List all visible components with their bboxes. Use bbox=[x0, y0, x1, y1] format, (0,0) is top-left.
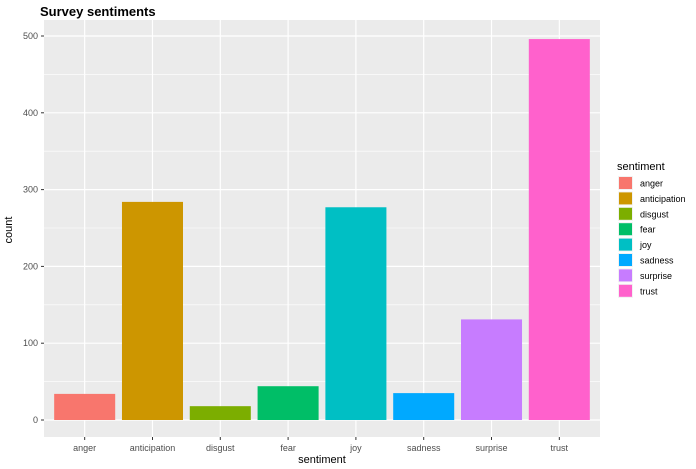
legend-title: sentiment bbox=[617, 161, 665, 173]
legend-label-trust: trust bbox=[640, 286, 658, 296]
bar-anger bbox=[54, 393, 116, 420]
legend-swatch-disgust bbox=[619, 207, 632, 220]
bar-anticipation bbox=[121, 201, 183, 420]
x-tick-label: fear bbox=[280, 443, 296, 453]
y-tick-label: 0 bbox=[33, 415, 38, 425]
y-axis-title: count bbox=[3, 217, 15, 244]
bar-surprise bbox=[461, 319, 523, 420]
x-tick-label: surprise bbox=[476, 443, 508, 453]
x-tick-label: anger bbox=[73, 443, 96, 453]
legend-swatch-sadness bbox=[619, 254, 632, 266]
legend-label-fear: fear bbox=[640, 225, 656, 235]
bars bbox=[54, 39, 590, 421]
bar-fear bbox=[257, 386, 319, 420]
legend-swatch-joy bbox=[619, 238, 632, 251]
y-tick-label: 500 bbox=[23, 31, 38, 41]
legend-swatch-anger bbox=[619, 177, 632, 189]
legend-swatch-trust bbox=[619, 284, 632, 297]
legend-label-anger: anger bbox=[640, 179, 663, 189]
x-tick-label: trust bbox=[551, 443, 569, 453]
y-tick-label: 400 bbox=[23, 108, 38, 118]
bar-sadness bbox=[393, 393, 455, 420]
legend-label-joy: joy bbox=[639, 240, 652, 250]
x-tick-label: joy bbox=[349, 443, 362, 453]
legend-label-sadness: sadness bbox=[640, 256, 674, 266]
legend-label-disgust: disgust bbox=[640, 209, 669, 219]
legend: sentiment anger anticipation disgust fear jo… bbox=[617, 161, 686, 298]
chart-title: Survey sentiments bbox=[40, 4, 156, 19]
y-axis-ticks: 0 100 200 300 400 500 bbox=[23, 31, 44, 425]
x-tick-label: anticipation bbox=[130, 443, 176, 453]
bar-trust bbox=[528, 39, 590, 421]
legend-swatch-surprise bbox=[619, 269, 632, 282]
legend-swatch-fear bbox=[619, 223, 632, 236]
y-tick-label: 300 bbox=[23, 185, 38, 195]
x-tick-label: sadness bbox=[407, 443, 441, 453]
legend-label-surprise: surprise bbox=[640, 271, 672, 281]
legend-label-anticipation: anticipation bbox=[640, 194, 686, 204]
bar-disgust bbox=[189, 406, 251, 420]
legend-items: anger anticipation disgust fear joy sadness su… bbox=[618, 176, 686, 298]
bar-joy bbox=[325, 207, 387, 420]
legend-swatch-anticipation bbox=[619, 192, 632, 205]
y-tick-label: 100 bbox=[23, 338, 38, 348]
x-axis-ticks: anger anticipation disgust fear joy sadness su… bbox=[73, 437, 569, 453]
x-tick-label: disgust bbox=[206, 443, 235, 453]
x-axis-title: sentiment bbox=[298, 454, 346, 466]
y-tick-label: 200 bbox=[23, 261, 38, 271]
